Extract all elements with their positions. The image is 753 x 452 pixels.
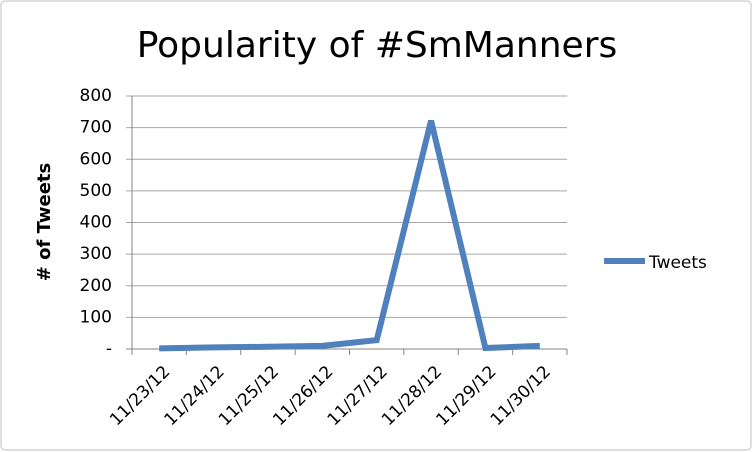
y-tick-label: - — [106, 339, 112, 359]
y-axis-title: # of Tweets — [34, 163, 55, 281]
y-tick-label: 400 — [80, 213, 112, 233]
y-tick-label: 500 — [80, 181, 112, 201]
y-tick-label: 700 — [80, 118, 112, 138]
chart-title: Popularity of #SmManners — [137, 25, 618, 66]
y-tick-label: 600 — [80, 149, 112, 169]
y-tick-label: 800 — [80, 86, 112, 106]
y-tick-label: 200 — [80, 276, 112, 296]
legend-label: Tweets — [648, 253, 707, 273]
data-line — [159, 119, 540, 352]
y-tick-label: 100 — [80, 307, 112, 327]
y-tick-label: 300 — [80, 244, 112, 264]
